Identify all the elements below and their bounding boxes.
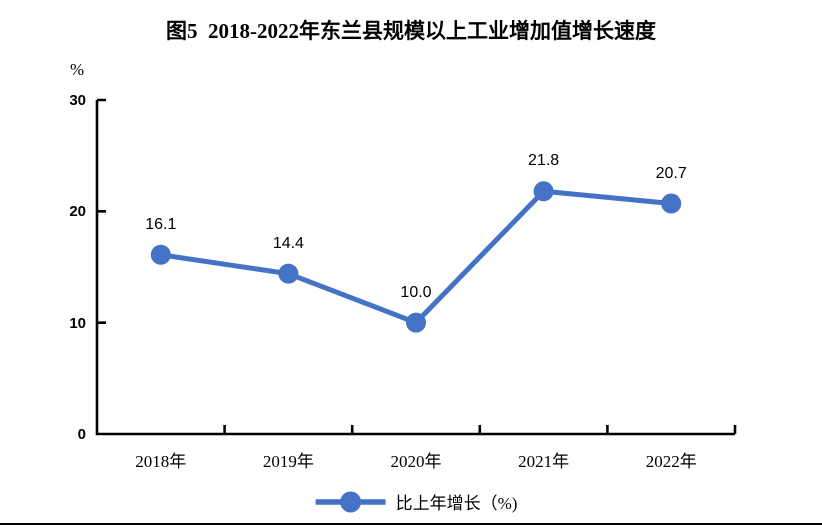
data-label: 14.4 [272,234,304,252]
x-axis-label: 2020年 [390,452,442,471]
chart-title: 图5 2018-2022年东兰县规模以上工业增加值增长速度 [166,19,656,43]
x-axis-label: 2018年 [135,452,187,471]
y-tick-label: 10 [69,314,86,332]
data-point-marker [533,181,554,202]
data-label: 20.7 [655,164,687,182]
legend-line-marker-icon [315,490,387,514]
legend-label: 比上年增长（%) [395,494,518,513]
data-point-marker [150,244,171,265]
axes [95,98,735,436]
data-point-marker [406,312,426,333]
page-divider-rule [0,523,822,525]
y-tick-label: 20 [69,203,86,221]
y-tick-label: 0 [77,426,86,443]
x-axis-label: 2019年 [262,452,314,471]
legend-marker-svg [315,491,386,512]
y-axis-unit-label: % [70,60,85,79]
x-axis-label: 2022年 [645,452,697,471]
legend: 比上年增长（%) [315,489,518,514]
data-point-marker [661,193,682,214]
data-point-marker [278,263,299,284]
y-tick-label: 30 [69,92,86,109]
series-line [158,188,674,326]
data-label: 10.0 [400,283,432,301]
x-axis-label: 2021年 [518,452,570,471]
data-label: 21.8 [528,152,560,170]
data-label: 16.1 [145,215,177,233]
